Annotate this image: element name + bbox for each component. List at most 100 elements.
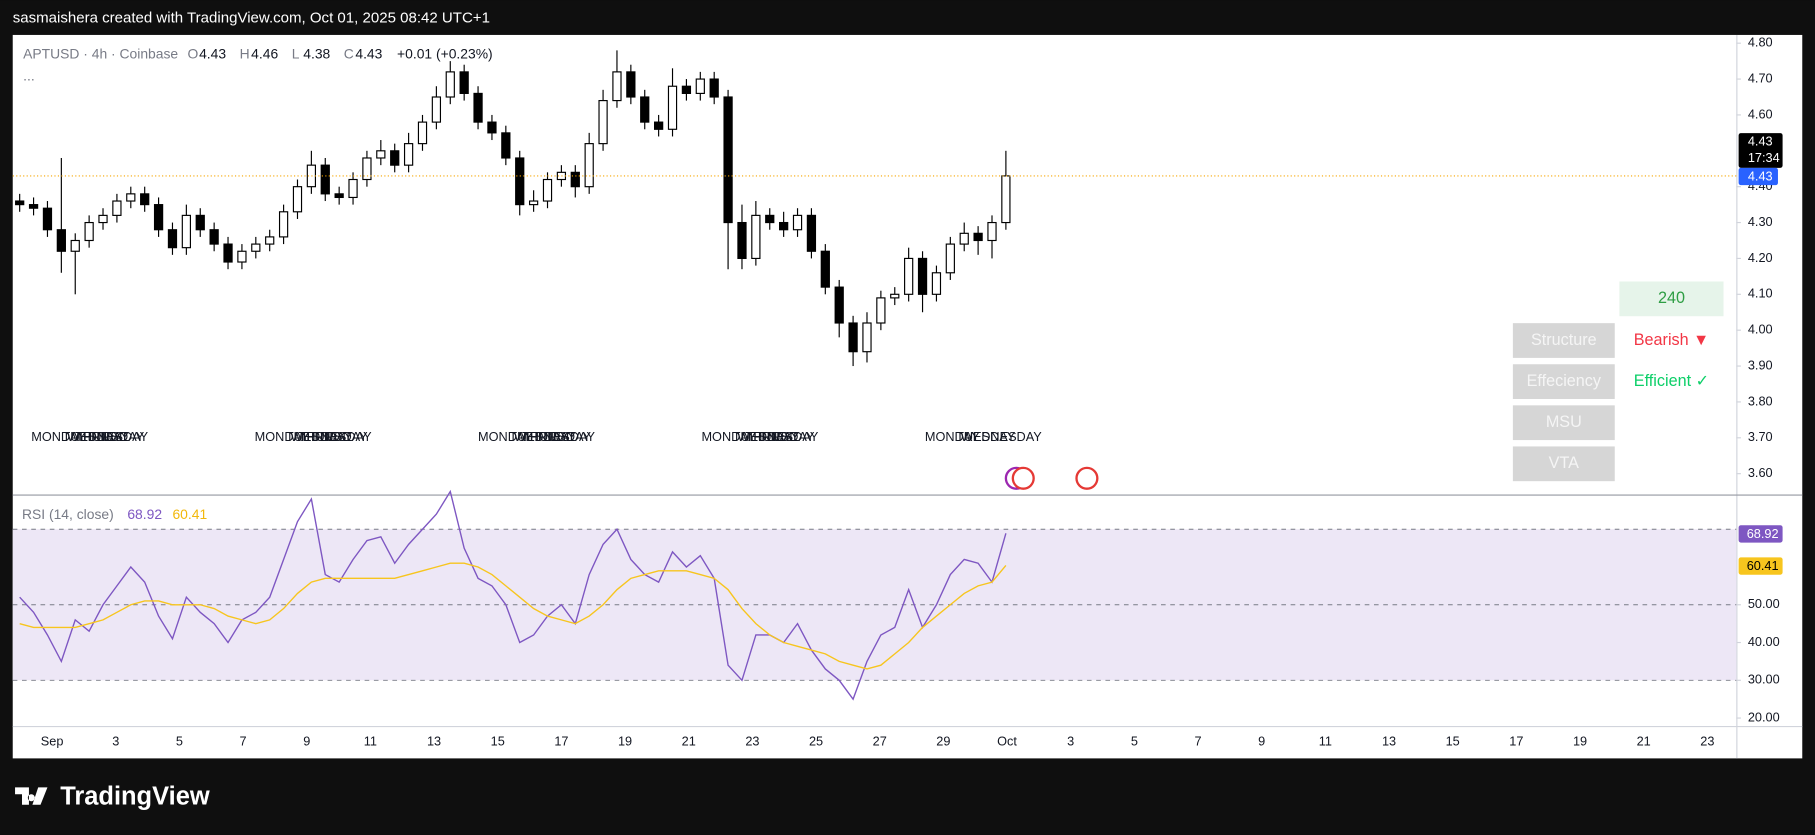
table-label: VTA xyxy=(1549,454,1579,472)
ma-legend-value: 60.41 xyxy=(172,506,207,522)
ohlc-key: C xyxy=(344,45,354,61)
header-title: sasmaishera created with TradingView.com… xyxy=(13,10,490,27)
x-tick-label: 25 xyxy=(809,734,823,749)
table-label-cell xyxy=(1512,446,1615,482)
x-tick-label: 3 xyxy=(112,734,119,749)
candle-body xyxy=(528,200,539,206)
y-tick-label: 20.00 xyxy=(1748,709,1780,724)
y-tick-label: 4.30 xyxy=(1748,214,1773,229)
day-label: THURSDAY xyxy=(522,429,592,444)
y-tick-label: 30.00 xyxy=(1748,672,1780,687)
candle-body xyxy=(209,229,219,245)
x-tick-label: 23 xyxy=(745,734,759,749)
y-tick-label: 3.60 xyxy=(1748,465,1773,480)
candle-body xyxy=(84,221,94,242)
candle-body xyxy=(15,200,25,206)
candle-body xyxy=(876,297,886,324)
candle-body xyxy=(362,157,372,181)
candle-body xyxy=(931,272,942,295)
day-label: WEDNESDAY xyxy=(961,429,1043,444)
candle-body xyxy=(237,250,247,263)
x-tick-label: 5 xyxy=(176,734,183,749)
candle-body xyxy=(292,186,303,213)
day-label: THURSDAY xyxy=(745,429,815,444)
candle-body xyxy=(612,71,622,102)
x-tick-label: 19 xyxy=(618,734,632,749)
candle-body xyxy=(695,78,705,94)
x-tick-label: Oct xyxy=(997,734,1017,749)
candle-body xyxy=(848,322,858,353)
period-value: 240 xyxy=(1658,289,1685,307)
x-tick-label: 21 xyxy=(1637,734,1651,749)
symbol-label: APTUSD · 4h · Coinbase xyxy=(23,45,178,61)
day-label: FRIDAY xyxy=(83,429,129,444)
candle-body xyxy=(473,92,483,123)
day-label: THURSDAY xyxy=(299,429,369,444)
x-tick-label: 13 xyxy=(427,734,441,749)
candle-body xyxy=(251,243,261,252)
candle-body xyxy=(42,207,53,231)
candle-body xyxy=(570,171,580,188)
rsi-legend-value: 68.92 xyxy=(127,506,162,522)
candle-body xyxy=(751,214,761,260)
x-tick-label: 3 xyxy=(1067,734,1074,749)
countdown-price: 4.43 xyxy=(1748,134,1773,149)
candle-body xyxy=(334,193,344,199)
ohlc-value: 4.46 xyxy=(251,45,278,61)
ohlc-value: 4.38 xyxy=(303,45,330,61)
ohlc-key: H xyxy=(240,45,250,61)
x-tick-label: 23 xyxy=(1700,734,1714,749)
table-label-cell xyxy=(1512,364,1615,399)
x-tick-label: 17 xyxy=(554,734,568,749)
candle-body xyxy=(390,150,400,166)
candle-body xyxy=(973,232,983,242)
candle-body xyxy=(723,96,733,224)
candle-body xyxy=(667,85,678,130)
countdown: 17:34 xyxy=(1748,150,1780,165)
candle-body xyxy=(153,204,164,231)
table-value: Bearish ▼ xyxy=(1634,331,1709,349)
ohlc-key: L xyxy=(292,45,300,61)
y-tick-label: 3.90 xyxy=(1748,357,1773,372)
candle-body xyxy=(890,293,900,299)
candle-body xyxy=(820,250,830,288)
table-value: Efficient ✓ xyxy=(1634,372,1709,390)
logo-icon xyxy=(15,787,48,805)
legend-change: +0.01 (+0.23%) xyxy=(397,45,493,61)
table-label-cell xyxy=(1512,323,1615,358)
candle-body xyxy=(904,257,914,295)
table-label: Structure xyxy=(1531,331,1597,349)
price-tag-label: 4.43 xyxy=(1748,168,1773,183)
candle-body xyxy=(417,121,428,145)
day-label: MONDAY xyxy=(478,429,533,444)
logo-text: TradingView xyxy=(60,782,210,810)
event-icon[interactable] xyxy=(1075,466,1099,490)
series-line xyxy=(19,562,1007,670)
day-label: TUESDAY xyxy=(63,429,123,444)
candle-body xyxy=(917,257,928,295)
day-label: TUESDAY xyxy=(286,429,346,444)
candle-body xyxy=(584,143,594,188)
day-label: WEDNESDAY xyxy=(67,429,149,444)
y-tick-label: 3.70 xyxy=(1748,429,1773,444)
tradingview-logo: TradingView xyxy=(15,782,210,810)
period-cell xyxy=(1619,281,1724,317)
ohlc-value: 4.43 xyxy=(199,45,226,61)
candle-body xyxy=(945,243,955,274)
candle-body xyxy=(223,243,233,263)
y-tick-label: 50.00 xyxy=(1748,596,1780,611)
candle-body xyxy=(126,193,136,202)
day-label: MONDAY xyxy=(925,429,980,444)
event-icon[interactable] xyxy=(1011,466,1035,490)
rsi-tag-label: 68.92 xyxy=(1747,526,1779,541)
candle-body xyxy=(515,157,525,206)
candle-body xyxy=(806,214,817,252)
candle-body xyxy=(626,71,636,98)
candle-body xyxy=(987,221,997,242)
day-label: MONDAY xyxy=(255,429,310,444)
candle-body xyxy=(709,78,719,98)
day-label: MONDAY xyxy=(31,429,86,444)
day-label: MONDAY xyxy=(701,429,756,444)
candle-body xyxy=(1001,175,1011,224)
